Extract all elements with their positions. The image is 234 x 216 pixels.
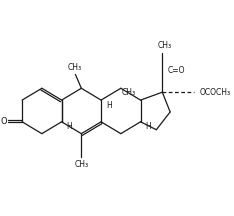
Text: C=O: C=O xyxy=(167,66,185,75)
Text: OCOCH₃: OCOCH₃ xyxy=(200,88,231,97)
Text: CH₃: CH₃ xyxy=(67,63,81,72)
Text: H: H xyxy=(67,122,72,131)
Text: H: H xyxy=(146,122,151,131)
Text: CH₃: CH₃ xyxy=(74,160,88,169)
Text: H: H xyxy=(106,100,112,110)
Text: CH₃: CH₃ xyxy=(157,41,171,50)
Text: O: O xyxy=(0,117,7,126)
Text: CH₃: CH₃ xyxy=(122,88,136,97)
